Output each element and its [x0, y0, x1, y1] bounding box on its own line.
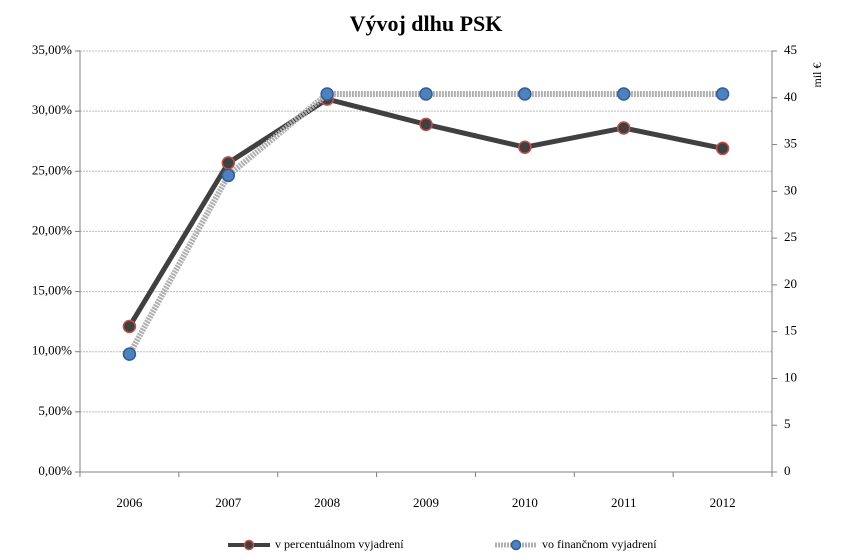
marker [221, 168, 236, 183]
x-tick-label: 2010 [512, 495, 538, 510]
legend-marker [243, 539, 255, 551]
series-line [126, 91, 723, 356]
x-tick-label: 2009 [413, 495, 439, 510]
y2-tick-label: 30 [784, 182, 797, 197]
y2-tick-label: 10 [784, 369, 797, 384]
marker [715, 87, 730, 101]
marker [518, 140, 532, 154]
x-tick-label: 2012 [710, 495, 736, 510]
x-tick-label: 2011 [611, 495, 637, 510]
y2-axis-label: mil € [810, 62, 824, 87]
y-tick-label: 10,00% [32, 343, 72, 358]
y2-tick-label: 25 [784, 229, 797, 244]
marker [122, 319, 137, 334]
y2-tick-label: 40 [784, 89, 797, 104]
x-tick-label: 2006 [116, 495, 143, 510]
chart-title: Vývoj dlhu PSK [350, 11, 503, 36]
y2-tick-label: 45 [784, 42, 797, 57]
y2-tick-label: 35 [784, 136, 797, 151]
y2-tick-label: 15 [784, 323, 797, 338]
legend-label: v percentuálnom vyjadrení [275, 537, 404, 551]
y-tick-label: 15,00% [32, 283, 72, 298]
y-tick-label: 25,00% [32, 162, 72, 177]
legend-marker [510, 539, 522, 551]
y-tick-label: 35,00% [32, 42, 72, 57]
y2-tick-label: 5 [784, 416, 791, 431]
legend-label: vo finančnom vyjadrení [542, 537, 657, 551]
x-tick-label: 2007 [215, 495, 242, 510]
y-tick-label: 5,00% [38, 403, 72, 418]
marker [715, 141, 730, 156]
y-tick-label: 30,00% [32, 102, 72, 117]
marker [221, 156, 236, 170]
y-tick-label: 20,00% [32, 222, 72, 237]
marker [419, 87, 433, 101]
marker [320, 87, 334, 101]
y2-tick-label: 20 [784, 276, 797, 291]
x-tick-label: 2008 [314, 495, 340, 510]
series-line [127, 96, 724, 328]
marker [616, 121, 631, 135]
marker [518, 87, 532, 101]
marker [122, 347, 137, 361]
marker [419, 117, 433, 132]
y2-tick-label: 0 [784, 463, 791, 478]
marker [616, 87, 631, 101]
y-tick-label: 0,00% [38, 463, 72, 478]
